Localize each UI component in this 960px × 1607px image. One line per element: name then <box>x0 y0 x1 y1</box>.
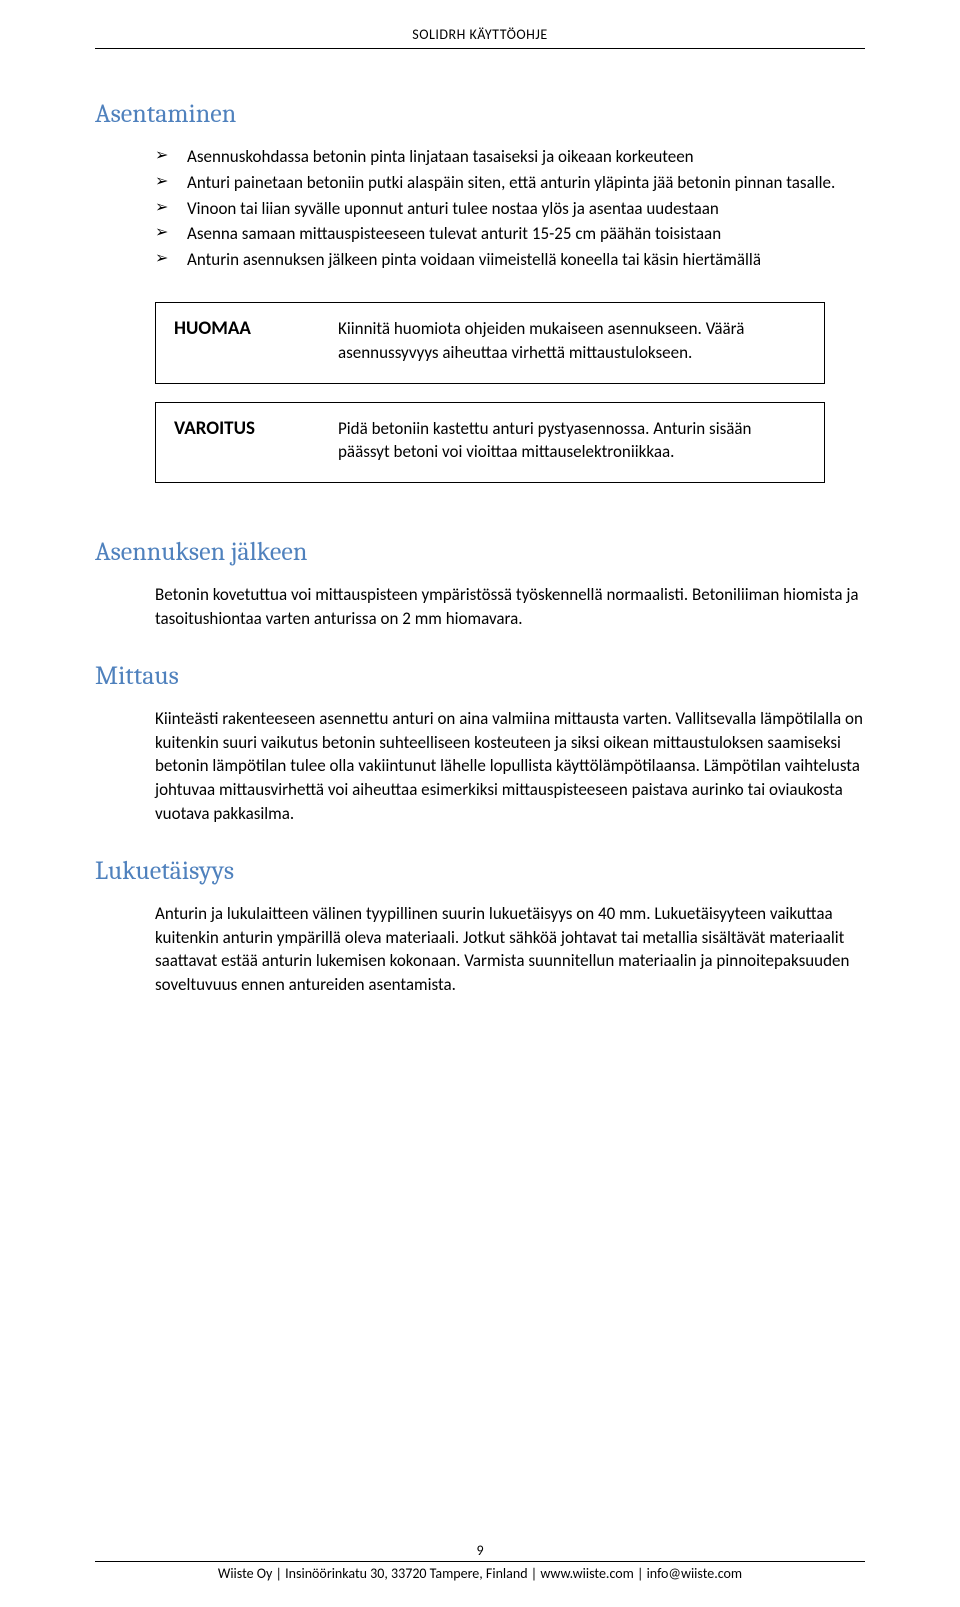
notice-label: VAROITUS <box>174 417 314 465</box>
body-text: Anturin ja lukulaitteen välinen tyypilli… <box>95 902 865 997</box>
notice-text: Pidä betoniin kastettu anturi pystyasenn… <box>338 417 806 465</box>
section-heading-lukuetaisyys: Lukuetäisyys <box>95 856 865 886</box>
notice-box-huomaa: HUOMAA Kiinnitä huomiota ohjeiden mukais… <box>155 302 825 384</box>
list-item: Asenna samaan mittauspisteeseen tulevat … <box>155 222 865 246</box>
document-page: SOLIDRH KÄYTTÖOHJE Asentaminen Asennusko… <box>0 0 960 1107</box>
list-item: Vinoon tai liian syvälle uponnut anturi … <box>155 197 865 221</box>
notice-text: Kiinnitä huomiota ohjeiden mukaiseen ase… <box>338 317 806 365</box>
list-item: Anturin asennuksen jälkeen pinta voidaan… <box>155 248 865 272</box>
section-heading-asennuksen-jalkeen: Asennuksen jälkeen <box>95 537 865 567</box>
page-number: 9 <box>95 1542 865 1559</box>
body-text: Betonin kovetuttua voi mittauspisteen ym… <box>95 583 865 631</box>
bullet-list-asentaminen: Asennuskohdassa betonin pinta linjataan … <box>95 145 865 272</box>
section-heading-mittaus: Mittaus <box>95 661 865 691</box>
page-header: SOLIDRH KÄYTTÖOHJE <box>95 25 865 49</box>
section-heading-asentaminen: Asentaminen <box>95 99 865 129</box>
list-item: Asennuskohdassa betonin pinta linjataan … <box>155 145 865 169</box>
header-title: SOLIDRH KÄYTTÖOHJE <box>412 26 547 43</box>
notice-box-varoitus: VAROITUS Pidä betoniin kastettu anturi p… <box>155 402 825 484</box>
notice-label: HUOMAA <box>174 317 314 365</box>
footer-line: Wiiste Oy | Insinöörinkatu 30, 33720 Tam… <box>95 1561 865 1582</box>
page-footer: 9 Wiiste Oy | Insinöörinkatu 30, 33720 T… <box>95 1542 865 1582</box>
list-item: Anturi painetaan betoniin putki alaspäin… <box>155 171 865 195</box>
body-text: Kiinteästi rakenteeseen asennettu anturi… <box>95 707 865 826</box>
